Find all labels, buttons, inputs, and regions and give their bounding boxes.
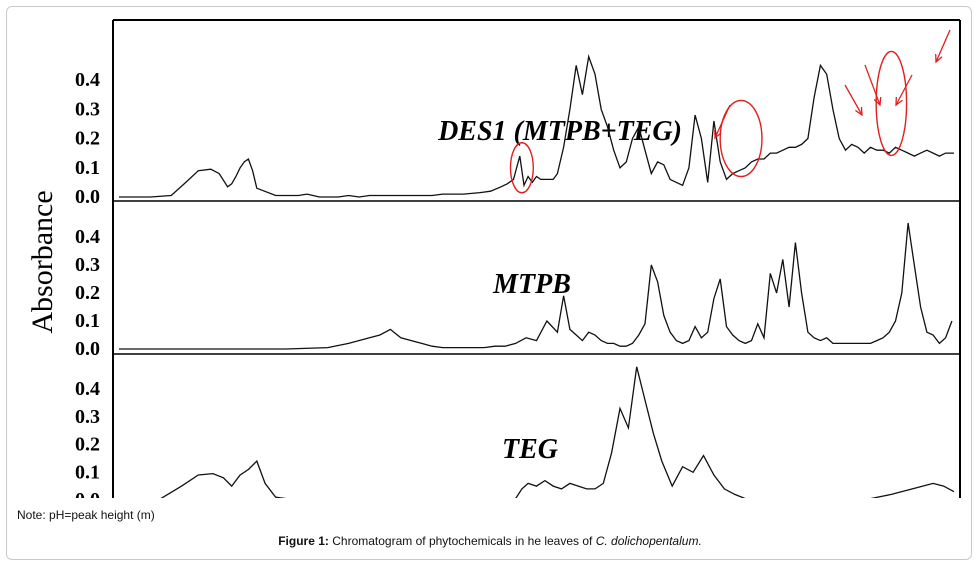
y-tick-label: 0.2 <box>75 434 100 456</box>
annotation-arrow <box>895 74 913 106</box>
annotation-circle <box>509 142 534 194</box>
figure-note: Note: pH=peak height (m) <box>17 508 155 522</box>
y-tick-label: 0.4 <box>75 226 100 248</box>
annotation-arrowhead <box>714 129 722 140</box>
annotation-arrowhead <box>873 96 882 107</box>
y-axis-label: Absorbance <box>26 190 59 333</box>
caption-label: Figure 1: <box>278 534 329 548</box>
y-tick-label: 0.4 <box>75 378 100 400</box>
peak-annotations <box>509 29 951 194</box>
panel-title: DES1 (MTPB+TEG) <box>437 116 682 147</box>
annotation-arrowhead <box>935 53 943 64</box>
y-tick-label: 0.3 <box>75 98 100 120</box>
annotation-circle <box>719 99 763 178</box>
y-tick-label: 0.1 <box>75 310 100 332</box>
annotation-arrow <box>844 84 863 116</box>
series-line <box>119 222 953 350</box>
figure-frame <box>6 6 972 560</box>
annotation-circle <box>875 50 908 157</box>
y-tick-label: 0.3 <box>75 406 100 428</box>
y-tick-label: 0.2 <box>75 128 100 150</box>
annotation-arrowhead <box>855 106 863 117</box>
annotation-arrow <box>864 64 881 106</box>
caption-text: Chromatogram of phytochemicals in he lea… <box>332 534 593 548</box>
y-tick-label: 0.0 <box>75 186 100 208</box>
panel-3: 0.0 0.1 0.2 0.3 0.4 TEG <box>75 366 955 506</box>
series-line <box>160 366 955 498</box>
panel-1: 0.0 0.1 0.2 0.3 0.4 DES1 (MTPB+TEG) <box>75 54 954 208</box>
figure-caption: Figure 1: Chromatogram of phytochemicals… <box>0 534 980 548</box>
panel-2: 0.0 0.1 0.2 0.3 0.4 MTPB <box>75 222 953 360</box>
panel-title: TEG <box>502 434 558 465</box>
y-tick-label: 0.0 <box>75 338 100 360</box>
panel-title: MTPB <box>492 269 571 300</box>
y-tick-label: 0.1 <box>75 461 100 483</box>
annotation-arrowhead <box>895 96 903 107</box>
caption-species: C. dolichopentalum. <box>595 534 702 548</box>
annotation-arrow <box>714 104 731 139</box>
y-tick-label: 0.4 <box>75 69 100 91</box>
series-line <box>119 54 954 198</box>
y-tick-label: 0.0 <box>75 489 100 506</box>
y-tick-label: 0.1 <box>75 157 100 179</box>
y-tick-label: 0.2 <box>75 282 100 304</box>
y-tick-label: 0.3 <box>75 254 100 276</box>
annotation-arrow <box>935 29 951 63</box>
